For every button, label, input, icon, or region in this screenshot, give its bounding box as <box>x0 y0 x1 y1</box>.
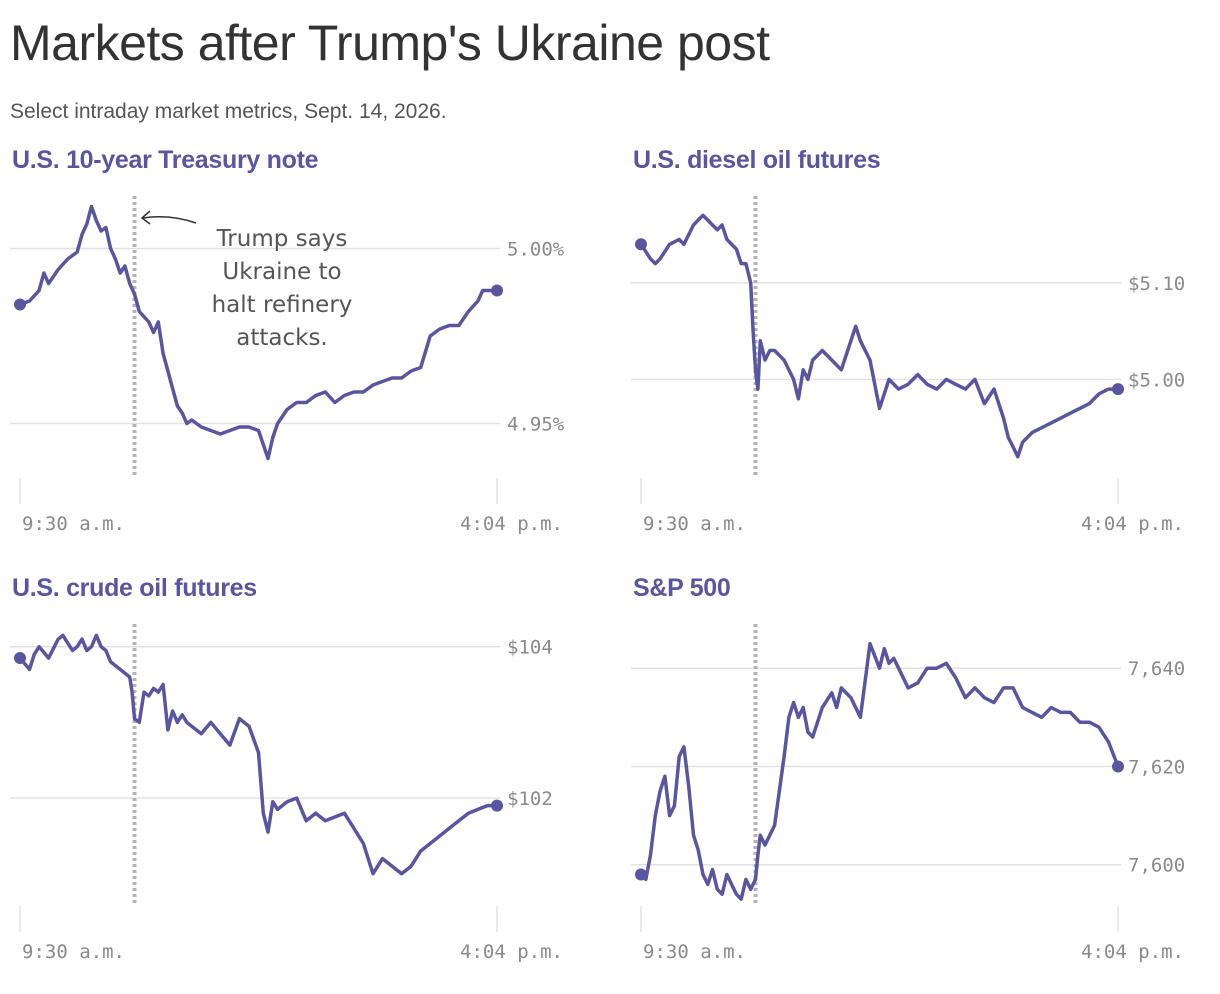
chart-panel-sp500: S&P 500 7,640 7,620 7,600 9:30 a.m. 4:04 p.m… <box>631 574 1220 994</box>
annotation-text-line: attacks. <box>236 325 327 351</box>
y-tick-label: $5.10 <box>1128 273 1185 295</box>
line-chart-diesel: $5.10 $5.00 9:30 a.m. 4:04 p.m. <box>631 196 1185 535</box>
series-line <box>639 213 1120 459</box>
annotation: Trump says Ukraine to halt refinery attacks… <box>140 210 353 351</box>
page-subtitle: Select intraday market metrics, Sept. 14… <box>10 100 447 123</box>
page-title: Markets after Trump's Ukraine post <box>10 15 770 71</box>
chart-title: U.S. crude oil futures <box>12 574 257 602</box>
x-tick-label: 4:04 p.m. <box>460 941 563 963</box>
chart-title: S&P 500 <box>633 574 731 602</box>
x-tick-label: 9:30 a.m. <box>643 941 746 963</box>
x-tick-label: 9:30 a.m. <box>22 941 125 963</box>
end-point <box>491 799 503 812</box>
start-point <box>635 238 647 251</box>
line-chart-crude: $104 $102 9:30 a.m. 4:04 p.m. <box>10 624 563 963</box>
series-line <box>18 204 499 461</box>
annotation-text-line: Trump says <box>216 226 348 252</box>
y-tick-label: $104 <box>507 637 553 659</box>
chart-panel-treasury: U.S. 10-year Treasury note 5.00% 4.95% 9:3… <box>10 146 600 566</box>
y-tick-label: 7,600 <box>1128 855 1185 877</box>
x-tick-label: 9:30 a.m. <box>22 513 125 535</box>
x-tick-label: 4:04 p.m. <box>1081 513 1184 535</box>
chart-title: U.S. diesel oil futures <box>633 146 881 174</box>
y-tick-label: $102 <box>507 788 553 810</box>
x-tick-label: 9:30 a.m. <box>643 513 746 535</box>
start-point <box>14 298 26 311</box>
y-tick-label: 7,620 <box>1128 756 1185 778</box>
end-point <box>1112 383 1124 396</box>
annotation-arrowhead <box>140 210 151 225</box>
line-chart-sp500: 7,640 7,620 7,600 9:30 a.m. 4:04 p.m. <box>631 624 1185 963</box>
x-tick-label: 4:04 p.m. <box>1081 941 1184 963</box>
y-tick-label: 5.00% <box>507 239 565 261</box>
series-line <box>18 633 499 876</box>
annotation-arrow <box>142 216 197 224</box>
end-point <box>1112 760 1124 773</box>
series-line <box>639 641 1120 901</box>
start-point <box>635 868 647 881</box>
line-chart-treasury: 5.00% 4.95% 9:30 a.m. 4:04 p.m. Trump says Uk… <box>10 196 565 535</box>
annotation-text-line: halt refinery <box>212 292 353 318</box>
y-tick-label: 7,640 <box>1128 658 1185 680</box>
y-tick-label: $5.00 <box>1128 369 1185 391</box>
annotation-text-line: Ukraine to <box>222 259 341 285</box>
x-tick-label: 4:04 p.m. <box>460 513 563 535</box>
start-point <box>14 652 26 665</box>
end-point <box>491 284 503 297</box>
y-tick-label: 4.95% <box>507 414 565 436</box>
chart-title: U.S. 10-year Treasury note <box>12 146 319 174</box>
chart-panel-crude: U.S. crude oil futures $104 $102 9:30 a.m.… <box>10 574 600 994</box>
chart-panel-diesel: U.S. diesel oil futures $5.10 $5.00 9:30 a… <box>631 146 1220 566</box>
